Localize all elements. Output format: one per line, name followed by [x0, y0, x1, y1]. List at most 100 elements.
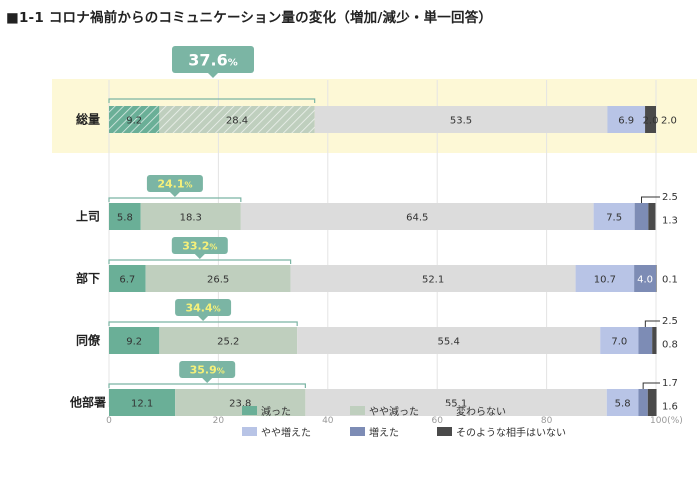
callout-value: 34.4% [186, 302, 221, 315]
bar-segment [109, 203, 141, 230]
legend-label: 変わらない [456, 407, 506, 418]
bar-segment [652, 327, 657, 354]
bar-segment [656, 265, 657, 292]
bar-segment [634, 265, 656, 292]
decrease-bracket [108, 98, 316, 103]
value-label: 2.0 [643, 116, 659, 127]
bar-segment [140, 203, 241, 230]
x-tick-label: 100(%) [650, 416, 683, 426]
value-label: 7.0 [611, 337, 627, 348]
value-label: 52.1 [422, 275, 444, 286]
value-label-outside: 2.0 [661, 116, 677, 127]
bar-segment [109, 265, 146, 292]
callout-value: 35.9% [190, 364, 225, 377]
callout-value: 33.2% [182, 240, 217, 253]
category-label: 総量 [76, 112, 100, 127]
category-label: 上司 [76, 209, 100, 224]
callout-bubble [179, 361, 236, 378]
x-tick-label: 80 [541, 416, 553, 426]
value-label-outside: 1.7 [662, 378, 678, 389]
value-label: 6.9 [618, 116, 634, 127]
x-tick-label: 60 [431, 416, 443, 426]
callout-pointer [208, 73, 218, 78]
leader-line [641, 196, 660, 203]
bar-segment [638, 389, 648, 416]
value-label: 28.4 [226, 116, 248, 127]
bar-segment [175, 389, 306, 416]
legend-label: そのような相手はいない [456, 428, 566, 439]
legend-swatch [437, 406, 452, 415]
bar-segment [634, 203, 649, 230]
bar-segment [145, 265, 291, 292]
legend-item: 変わらない [437, 403, 506, 418]
category-label: 同僚 [76, 333, 101, 348]
x-tick-label: 0 [106, 416, 112, 426]
bar-segment [109, 327, 160, 354]
value-label: 64.5 [406, 213, 428, 224]
value-label: 7.5 [606, 213, 622, 224]
value-label: 5.8 [615, 399, 631, 410]
value-label: 18.3 [180, 213, 202, 224]
legend-swatch [242, 427, 257, 436]
bar-segment [240, 203, 594, 230]
decrease-bracket [108, 197, 242, 202]
value-label: 23.8 [229, 399, 251, 410]
legend-label: 増えた [369, 428, 399, 439]
legend-item: やや減った [350, 403, 419, 418]
legend-swatch [350, 427, 365, 436]
legend-label: やや増えた [261, 428, 311, 439]
category-label: 部下 [76, 271, 100, 286]
bar-segment [638, 327, 653, 354]
value-label-outside: 0.1 [662, 275, 678, 286]
legend-label: やや減った [369, 407, 419, 418]
value-label: 55.4 [438, 337, 460, 348]
bar-segment [593, 203, 635, 230]
bar-segment [600, 327, 639, 354]
value-label: 12.1 [131, 399, 153, 410]
value-label: 25.2 [217, 337, 239, 348]
x-tick-label: 40 [322, 416, 334, 426]
callout-bubble [146, 175, 203, 192]
value-label-outside: 2.5 [662, 192, 678, 203]
bar-segment [647, 389, 657, 416]
legend-label: 減った [261, 407, 291, 418]
callout-bubble [175, 299, 232, 316]
bar-segment [290, 265, 576, 292]
callout-pointer [194, 254, 205, 259]
legend-item: 増えた [350, 424, 399, 439]
bar-segment [645, 106, 656, 133]
legend-item: やや増えた [242, 424, 311, 439]
bar-segment [648, 203, 656, 230]
value-label-outside: 0.8 [662, 340, 678, 351]
callout-bubble [172, 46, 254, 73]
legend-item: そのような相手はいない [437, 424, 566, 439]
value-label: 55.1 [445, 399, 467, 410]
bar-segment [606, 389, 639, 416]
callout-value: 37.6% [188, 51, 238, 70]
callout-pointer [169, 192, 180, 197]
legend-item: 減った [242, 403, 291, 418]
bar-segment [607, 106, 646, 133]
bar-segment [314, 106, 608, 133]
bar-segment [575, 265, 635, 292]
value-label: 9.2 [126, 337, 142, 348]
legend-swatch [350, 406, 365, 415]
callout-bubble [171, 237, 228, 254]
bar-segment [297, 327, 601, 354]
legend-swatch [437, 427, 452, 436]
value-label-outside: 2.5 [662, 316, 678, 327]
legend-swatch [242, 406, 257, 415]
category-label: 他部署 [69, 395, 106, 410]
bar-segment [109, 389, 176, 416]
leader-line [644, 320, 660, 327]
value-label: 26.5 [207, 275, 229, 286]
value-label: 5.8 [117, 213, 133, 224]
decrease-bracket [108, 383, 306, 388]
value-label-outside: 1.6 [662, 402, 678, 413]
value-label: 4.0 [637, 275, 653, 286]
bar-segment-hatch [109, 106, 160, 133]
x-tick-label: 20 [213, 416, 225, 426]
callout-value: 24.1% [157, 178, 192, 191]
value-label-outside: 1.3 [662, 216, 678, 227]
